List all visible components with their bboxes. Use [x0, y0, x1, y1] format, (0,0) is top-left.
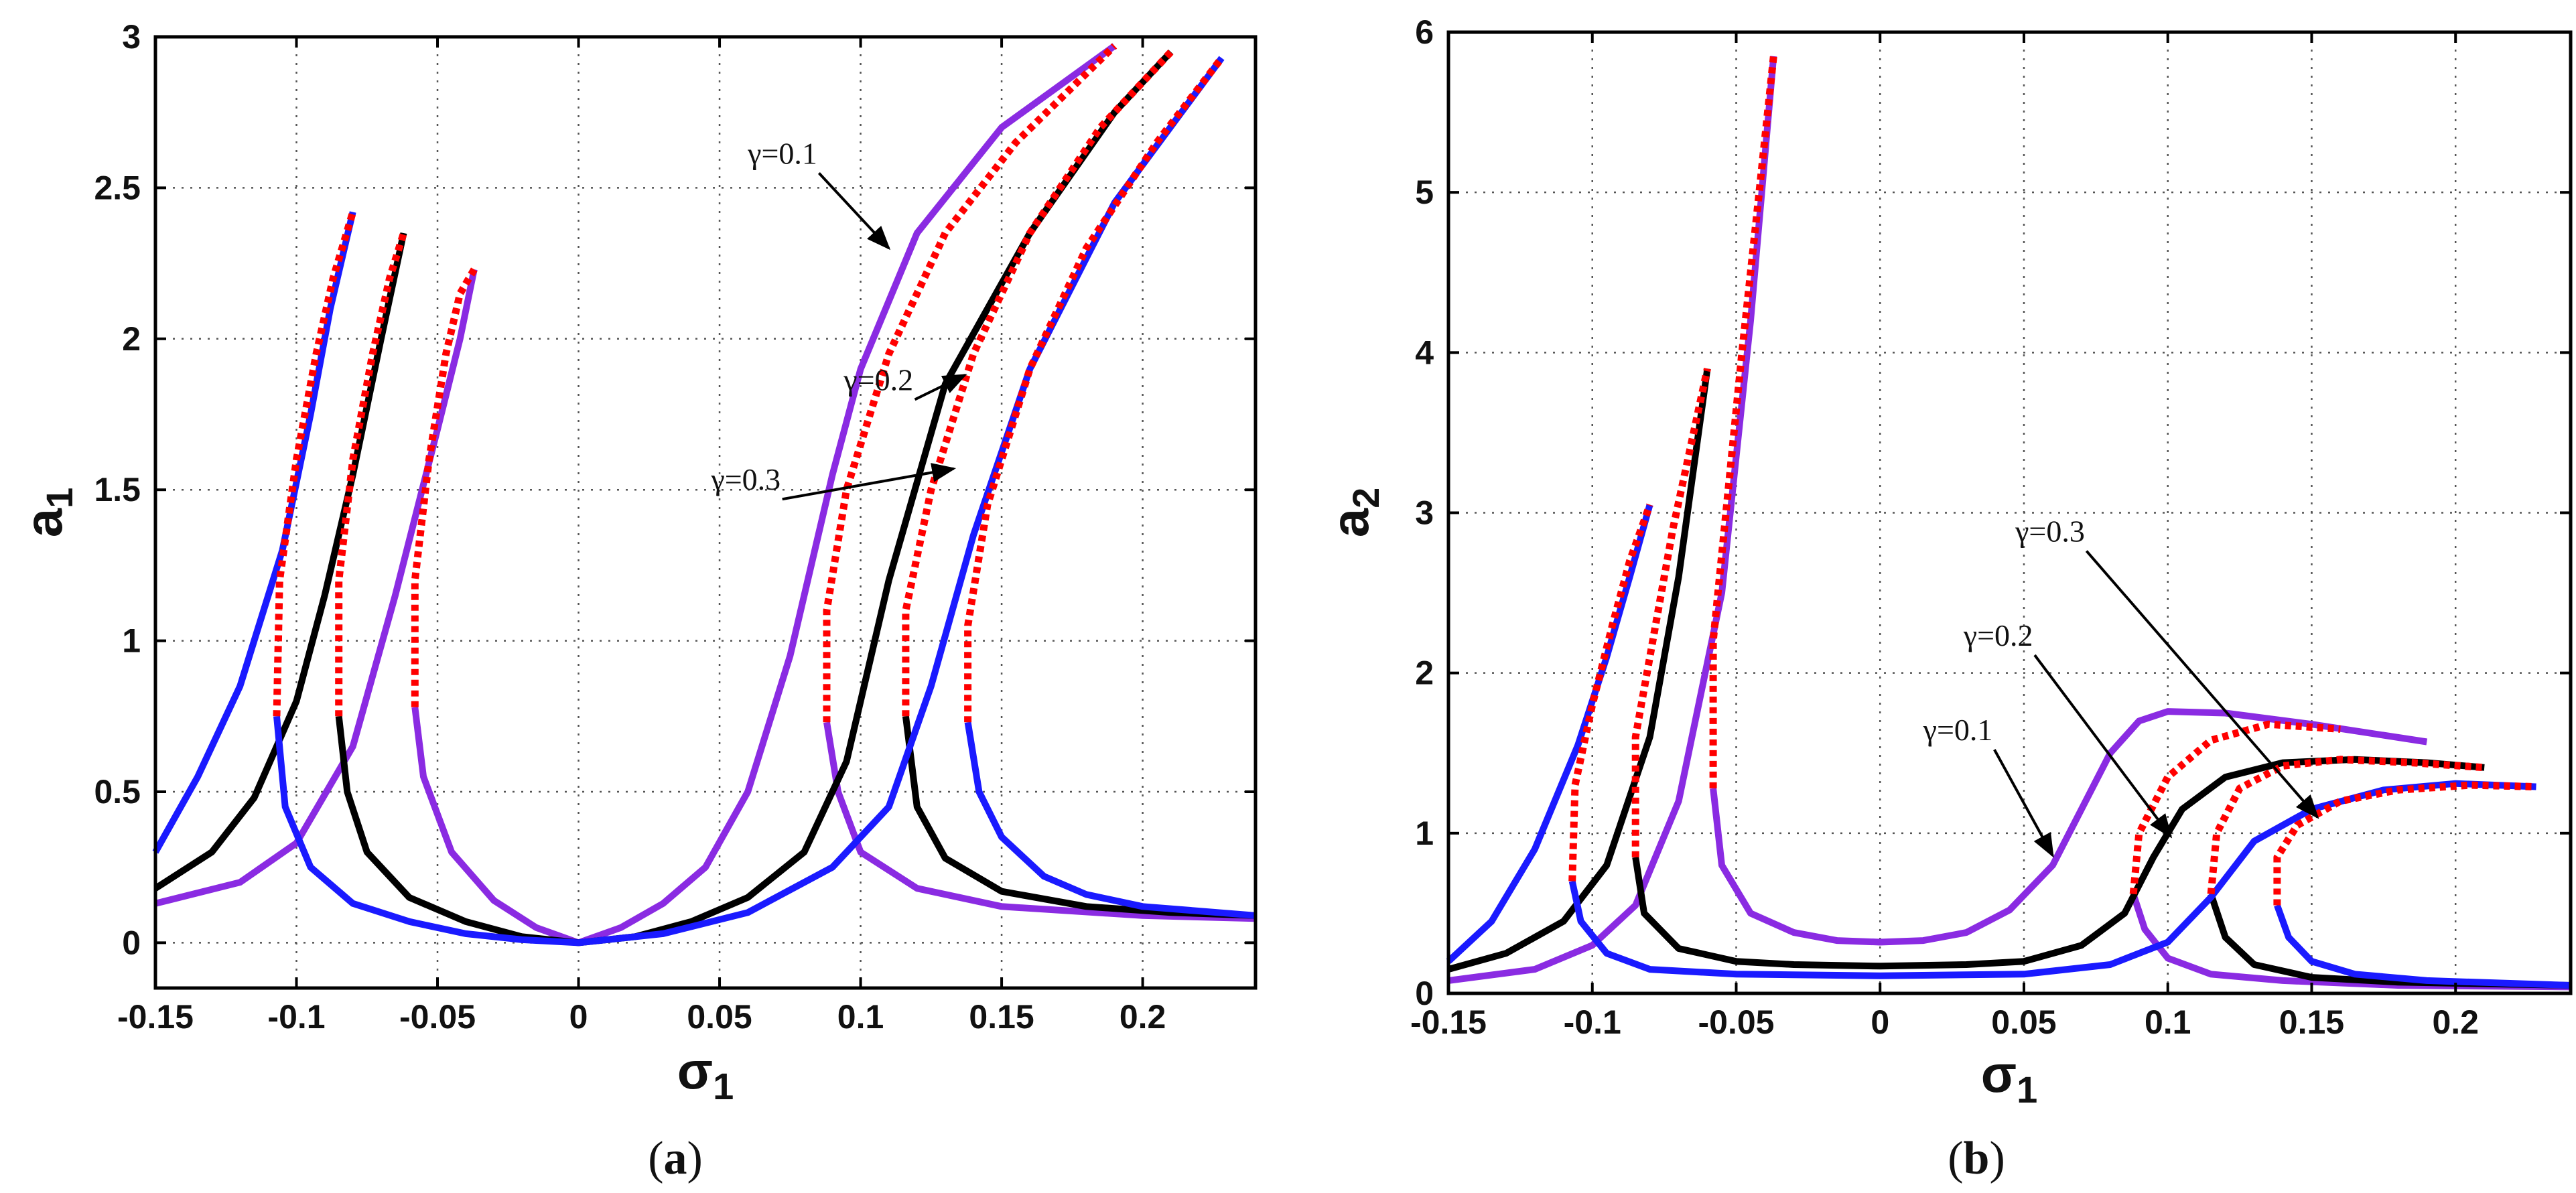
y-tick-label: 2	[122, 320, 141, 358]
stable-branch-gamma-0-2	[2208, 893, 2571, 989]
stable-branch-gamma-0-3	[1446, 504, 1653, 964]
y-tick-label: 1.5	[94, 471, 141, 508]
y-tick-label: 6	[1415, 13, 1434, 51]
x-tick-label: 0	[569, 998, 588, 1036]
unstable-branch-gamma-0-1	[2129, 720, 2341, 895]
annotations: γ=0.1 γ=0.2 γ=0.3	[1923, 514, 2319, 858]
annotation-arrow	[817, 171, 891, 251]
plot-frame	[153, 35, 1258, 990]
x-axis-label: σ1	[677, 1041, 734, 1107]
unstable-branch-gamma-0-1	[1709, 56, 1777, 788]
tick-marks	[1447, 31, 2571, 995]
y-tick-label: 1	[122, 622, 141, 660]
unstable-branch-gamma-0-1	[823, 43, 1117, 723]
y-tick-label: 0	[122, 924, 141, 961]
stable-branch-gamma-0-2	[1632, 756, 2485, 970]
stable-branch-gamma-0-1	[154, 269, 478, 907]
stable-branch-gamma-0-1	[1710, 708, 2428, 946]
annotation-label: γ=0.2	[843, 362, 913, 397]
x-tick-label: -0.05	[399, 998, 476, 1036]
plot-frame	[1446, 30, 2573, 995]
x-tick-label: 0	[1871, 1003, 1889, 1041]
x-tick-label: -0.15	[1410, 1003, 1487, 1041]
y-tick-label: 0.5	[94, 773, 141, 811]
annotation-label: γ=0.3	[2015, 514, 2085, 549]
annotation-arrow	[2085, 550, 2319, 819]
unstable-branch-gamma-0-3	[1568, 503, 1653, 882]
unstable-branch-gamma-0-3	[964, 56, 1225, 723]
x-tick-label: 0.15	[2279, 1003, 2344, 1041]
y-tick-label: 0	[1415, 975, 1434, 1012]
x-tick-label: -0.1	[267, 998, 325, 1036]
y-axis-label: a2	[1320, 488, 1387, 538]
y-tick-labels: 0 1 2 3 4 5 6	[1415, 13, 1434, 1012]
annotation-label: γ=0.1	[747, 136, 817, 170]
x-tick-label: 0.1	[2145, 1003, 2191, 1041]
stable-branch-gamma-0-1	[1448, 56, 1777, 984]
x-tick-labels: -0.15 -0.1 -0.05 0 0.05 0.1 0.15 0.2	[1410, 1003, 2479, 1041]
stable-branch-gamma-0-3	[964, 721, 1256, 919]
series-group	[1446, 56, 2571, 991]
y-tick-label: 4	[1415, 334, 1434, 371]
panel-caption: (a)	[648, 1133, 703, 1184]
stable-branch-gamma-0-2	[902, 715, 1256, 919]
stable-branch-gamma-0-3	[273, 56, 1225, 946]
x-tick-label: -0.05	[1698, 1003, 1775, 1041]
y-tick-label: 3	[1415, 494, 1434, 532]
annotation-label: γ=0.2	[1963, 618, 2033, 652]
y-tick-label: 2.5	[94, 169, 141, 206]
annotation-arrow	[2033, 654, 2173, 839]
stable-branch-gamma-0-2	[335, 50, 1174, 946]
unstable-branch-gamma-0-2	[335, 232, 407, 717]
x-axis-label: σ1	[1981, 1044, 2038, 1111]
y-tick-label: 3	[122, 18, 141, 56]
annotation-arrow	[1993, 749, 2054, 858]
y-axis-label: a1	[14, 488, 80, 538]
annotation-arrow	[914, 374, 967, 401]
grid	[154, 36, 1256, 988]
stable-branch-gamma-0-2	[153, 232, 407, 892]
x-tick-label: -0.15	[117, 998, 194, 1036]
tick-marks	[154, 36, 1256, 988]
unstable-branch-gamma-0-2	[2207, 756, 2485, 895]
y-tick-labels: 0 0.5 1 1.5 2 2.5 3	[94, 18, 141, 961]
x-tick-label: 0.05	[1991, 1003, 2056, 1041]
unstable-branch-gamma-0-2	[1631, 368, 1711, 857]
unstable-branch-gamma-0-3	[273, 210, 356, 717]
stable-branch-gamma-0-1	[823, 721, 1256, 922]
annotation-label: γ=0.1	[1923, 713, 1993, 747]
panel-caption: (b)	[1948, 1133, 2005, 1184]
y-tick-label: 1	[1415, 815, 1434, 852]
x-tick-label: -0.1	[1564, 1003, 1621, 1041]
panel-a: -0.15 -0.1 -0.05 0 0.05 0.1 0.15 0.2 0 0.5 1 1.5 2 2…	[14, 18, 1258, 1184]
x-tick-label: 0.05	[687, 998, 752, 1036]
grid	[1447, 31, 2571, 995]
annotations: γ=0.1 γ=0.2 γ=0.3	[710, 136, 967, 501]
annotation-label: γ=0.3	[710, 462, 781, 496]
x-tick-label: 0.1	[837, 998, 884, 1036]
y-tick-label: 5	[1415, 173, 1434, 211]
unstable-branch-gamma-0-3	[2273, 781, 2536, 906]
stable-branch-gamma-0-2	[1447, 368, 1711, 973]
unstable-branch-gamma-0-1	[411, 267, 478, 707]
x-tick-label: 0.15	[969, 998, 1034, 1036]
stable-branch-gamma-0-3	[2274, 904, 2571, 989]
annotation-arrow	[782, 463, 957, 501]
stable-branch-gamma-0-1	[411, 43, 1117, 946]
x-tick-label: 0.2	[1120, 998, 1166, 1036]
panel-b: -0.15 -0.1 -0.05 0 0.05 0.1 0.15 0.2 0 1 2 3 4 5 6 γ=…	[1320, 13, 2573, 1184]
x-tick-label: 0.2	[2432, 1003, 2479, 1041]
series-group	[152, 43, 1256, 946]
x-tick-labels: -0.15 -0.1 -0.05 0 0.05 0.1 0.15 0.2	[117, 998, 1166, 1036]
y-tick-label: 2	[1415, 654, 1434, 692]
